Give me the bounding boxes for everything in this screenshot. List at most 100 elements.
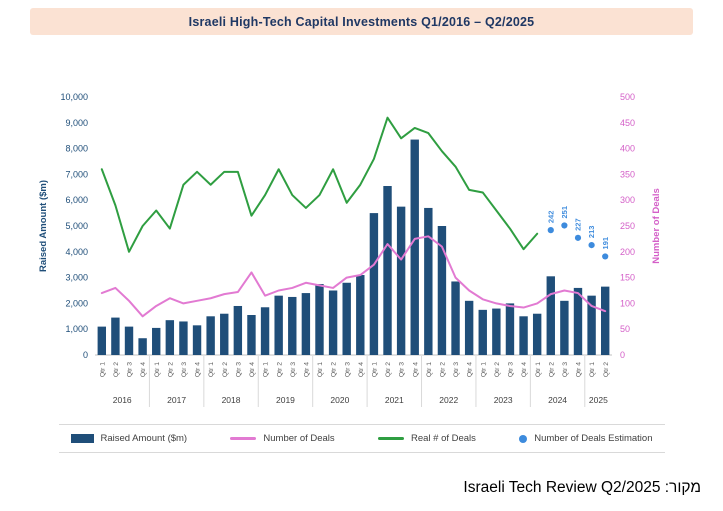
x-tick-label: Qtr 4 xyxy=(140,362,147,377)
bar xyxy=(220,313,229,355)
x-tick-label: Qtr 1 xyxy=(208,362,215,377)
left-axis-tick: 4,000 xyxy=(65,247,88,257)
x-tick-label: Qtr 3 xyxy=(181,362,188,377)
bar xyxy=(328,290,338,355)
legend: Raised Amount ($m) Number of Deals Real … xyxy=(58,424,665,453)
x-tick-label: Qtr 3 xyxy=(290,362,297,377)
x-tick-label: Qtr 2 xyxy=(276,362,283,377)
x-tick-label: Qtr 2 xyxy=(603,362,610,377)
bar-swatch-icon xyxy=(70,434,94,443)
bar xyxy=(288,296,297,355)
left-axis-tick: 6,000 xyxy=(65,195,88,205)
chart: 0 1,000 2,000 3,000 4,000 5,000 6,000 7,000 8,00… xyxy=(38,92,662,407)
left-axis-title: Raised Amount ($m) xyxy=(38,180,49,272)
year-label: 2025 xyxy=(589,395,608,405)
pink-line-swatch-icon xyxy=(230,437,257,440)
left-axis-tick: 9,000 xyxy=(65,118,88,128)
estimation-label: 191 xyxy=(601,237,610,250)
chart-title: Israeli High-Tech Capital Investments Q1… xyxy=(188,14,535,29)
bar xyxy=(206,316,215,355)
bar xyxy=(342,282,351,355)
line-series xyxy=(100,235,607,318)
legend-item-deals-estimation: Number of Deals Estimation xyxy=(519,433,653,444)
bar xyxy=(478,309,487,355)
x-tick-label: Qtr 3 xyxy=(453,362,460,377)
x-tick-label: Qtr 4 xyxy=(412,362,419,377)
blue-dot-swatch-icon xyxy=(519,434,528,443)
x-tick-label: Qtr 3 xyxy=(344,362,351,377)
bar xyxy=(587,295,596,355)
x-tick-label: Qtr 2 xyxy=(113,362,120,377)
left-axis-tick: 8,000 xyxy=(65,144,88,154)
right-axis-tick: 200 xyxy=(620,247,635,257)
right-axis-tick: 300 xyxy=(620,195,635,205)
x-tick-label: Qtr 1 xyxy=(317,362,324,377)
source-note: מקור: Israeli Tech Review Q2/2025 xyxy=(463,479,701,496)
chart-title-banner: Israeli High-Tech Capital Investments Q1… xyxy=(30,8,693,35)
x-tick-label: Qtr 2 xyxy=(494,362,501,377)
bar xyxy=(532,313,542,355)
x-tick-label: Qtr 3 xyxy=(399,362,406,377)
legend-label-raised-amount: Raised Amount ($m) xyxy=(100,433,188,444)
right-axis-tick: 500 xyxy=(620,92,635,102)
bar xyxy=(383,186,392,355)
left-axis-tick: 5,000 xyxy=(65,221,88,231)
bar xyxy=(437,226,447,355)
right-axis-tick: 50 xyxy=(620,324,630,334)
bar xyxy=(492,308,501,355)
bar xyxy=(274,295,283,355)
x-tick-label: Qtr 2 xyxy=(548,362,555,377)
legend-item-number-of-deals: Number of Deals xyxy=(230,433,335,444)
estimation-dot xyxy=(574,234,582,241)
x-tick-label: Qtr 4 xyxy=(249,362,256,377)
right-axis-tick: 450 xyxy=(620,118,635,128)
legend-label-number-of-deals: Number of Deals xyxy=(263,433,335,444)
estimation-dot xyxy=(588,241,595,249)
right-axis-tick: 0 xyxy=(620,350,625,360)
x-tick-label: Qtr 1 xyxy=(535,362,542,377)
bar xyxy=(573,287,583,355)
x-tick-label: Qtr 1 xyxy=(480,362,487,377)
year-label: 2021 xyxy=(385,395,404,405)
right-axis-tick: 400 xyxy=(620,144,635,154)
left-axis-tick: 0 xyxy=(83,350,88,360)
bar xyxy=(519,316,528,355)
estimation-dot xyxy=(561,222,568,229)
right-axis-tick: 250 xyxy=(620,221,635,231)
bar xyxy=(369,213,379,355)
bar xyxy=(505,303,515,355)
year-label: 2020 xyxy=(330,395,349,405)
right-axis-tick: 100 xyxy=(620,298,635,308)
x-tick-label: Qtr 1 xyxy=(426,362,433,377)
bar xyxy=(233,305,243,355)
x-tick-label: Qtr 4 xyxy=(195,362,202,377)
bar xyxy=(546,276,555,355)
estimation-dot xyxy=(547,227,554,234)
bar xyxy=(165,320,175,355)
bar xyxy=(356,275,365,355)
bar xyxy=(315,284,324,355)
year-label: 2019 xyxy=(276,395,295,405)
x-tick-label: Qtr 2 xyxy=(331,362,338,377)
bar xyxy=(124,326,134,355)
right-axis-tick: 150 xyxy=(620,273,635,283)
bar xyxy=(247,315,256,355)
x-tick-label: Qtr 2 xyxy=(167,362,174,377)
bar xyxy=(464,300,474,355)
green-line-swatch-icon xyxy=(377,437,404,440)
x-tick-label: Qtr 3 xyxy=(235,362,242,377)
bar xyxy=(301,293,311,355)
x-tick-label: Qtr 1 xyxy=(589,362,596,377)
bar xyxy=(97,326,107,355)
year-label: 2024 xyxy=(548,395,567,405)
x-tick-label: Qtr 2 xyxy=(440,362,447,377)
x-tick-label: Qtr 3 xyxy=(127,362,134,377)
x-tick-label: Qtr 4 xyxy=(576,362,583,377)
legend-label-real-deals: Real # of Deals xyxy=(410,433,476,444)
x-tick-label: Qtr 4 xyxy=(303,362,310,377)
bar xyxy=(192,325,202,355)
x-tick-label: Qtr 2 xyxy=(385,362,392,377)
left-axis-tick: 2,000 xyxy=(65,298,88,308)
left-axis-tick: 7,000 xyxy=(65,169,88,179)
